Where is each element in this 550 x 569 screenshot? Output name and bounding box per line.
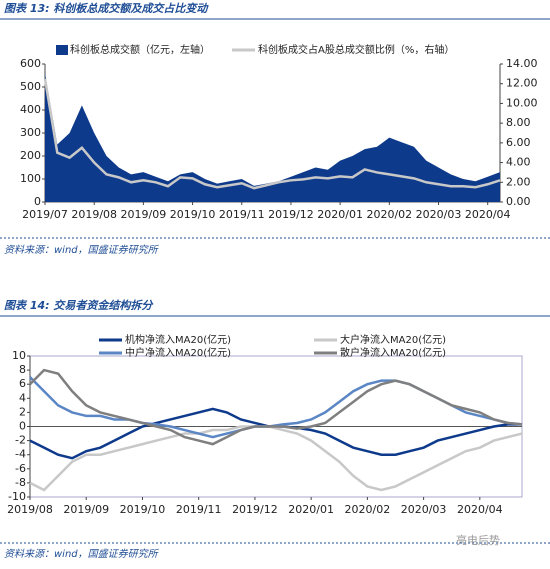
x-tick-label: 2019/10	[120, 503, 166, 516]
x-tick-label: 2020/04	[457, 503, 503, 516]
legend-label: 中户净流入MA20(亿元)	[125, 346, 231, 359]
chart-title: 图表 14: 交易者资金结构拆分	[4, 299, 154, 312]
y-tick-label: 10	[12, 349, 26, 362]
line	[43, 78, 501, 190]
x-tick-label: 2019/12	[268, 208, 314, 221]
chart-title: 图表 13: 科创板总成交额及成交占比变动	[4, 2, 209, 15]
x-tick-label: 2019/10	[170, 208, 216, 221]
area	[45, 73, 500, 202]
legend-label: 大户净流入MA20(亿元)	[340, 333, 446, 346]
y-tick-label: -8	[15, 476, 26, 489]
y2-tick-label: 6.00	[506, 136, 531, 149]
x-tick-label: 2020/02	[366, 208, 412, 221]
y-tick-label: 2	[19, 405, 26, 418]
x-tick-label: 2020/03	[416, 208, 462, 221]
y-tick-label: 500	[20, 80, 41, 93]
y-tick-label: 0	[19, 420, 26, 433]
x-tick-label: 2020/02	[345, 503, 391, 516]
y-tick-label: 300	[20, 126, 41, 139]
y2-tick-label: 12.00	[506, 77, 538, 90]
y2-tick-label: 14.00	[506, 57, 538, 70]
x-tick-label: 2019/08	[71, 208, 117, 221]
y-tick-label: 6	[19, 377, 26, 390]
y-tick-label: 0	[34, 195, 41, 208]
x-tick-label: 2019/11	[219, 208, 265, 221]
x-tick-label: 2020/01	[317, 208, 363, 221]
x-tick-label: 2019/08	[7, 503, 53, 516]
source: 资料来源：wind，国盛证券研究所	[4, 548, 160, 560]
x-tick-label: 2019/12	[232, 503, 278, 516]
x-tick-label: 2020/03	[401, 503, 447, 516]
y2-tick-label: 4.00	[506, 156, 531, 169]
y-tick-label: 100	[20, 172, 41, 185]
y2-tick-label: 10.00	[506, 96, 538, 109]
x-tick-label: 2020/01	[288, 503, 334, 516]
y-tick-label: -2	[15, 434, 26, 447]
x-tick-label: 2020/04	[465, 208, 511, 221]
x-tick-label: 2019/09	[63, 503, 109, 516]
line	[29, 425, 523, 492]
legend-label: 科创板成交占A股总成交额比例（%，右轴）	[258, 43, 454, 56]
y-tick-label: -6	[15, 462, 26, 475]
y-tick-label: 8	[19, 363, 26, 376]
legend-swatch	[56, 45, 68, 55]
y-tick-label: 400	[20, 103, 41, 116]
y-tick-label: -10	[8, 490, 26, 503]
x-tick-label: 2019/09	[121, 208, 167, 221]
y-tick-label: 200	[20, 149, 41, 162]
y-tick-label: -4	[15, 448, 26, 461]
legend-label: 机构净流入MA20(亿元)	[125, 333, 231, 346]
y2-tick-label: 8.00	[506, 116, 531, 129]
y-tick-label: 600	[20, 57, 41, 70]
line	[29, 368, 523, 446]
watermark: 亮电后势	[456, 533, 500, 547]
y-tick-label: 4	[19, 391, 26, 404]
y2-tick-label: 2.00	[506, 175, 531, 188]
x-tick-label: 2019/11	[176, 503, 222, 516]
legend-label: 散户净流入MA20(亿元)	[340, 346, 446, 359]
y2-tick-label: 0.00	[506, 195, 531, 208]
source: 资料来源：wind，国盛证券研究所	[4, 244, 160, 256]
legend-label: 科创板总成交额（亿元，左轴）	[70, 43, 210, 56]
x-tick-label: 2019/07	[22, 208, 68, 221]
